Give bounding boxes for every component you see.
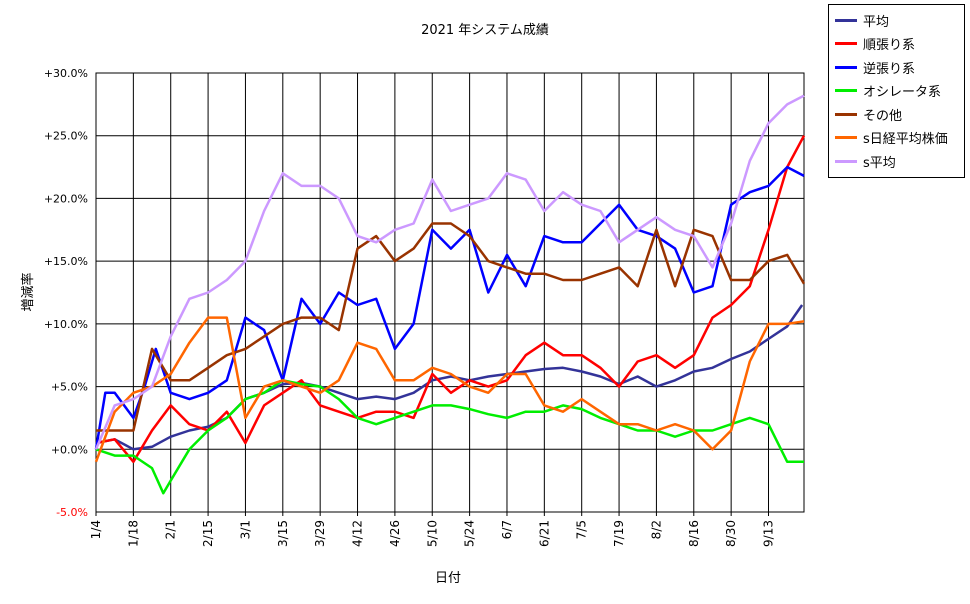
- legend-swatch: [835, 42, 857, 45]
- series-line: [95, 379, 804, 495]
- legend-label: 逆張り系: [863, 61, 916, 77]
- grid: [95, 72, 804, 513]
- plot-area: [95, 72, 805, 513]
- legend-swatch: [835, 112, 857, 116]
- x-tick-label: 1/4: [89, 520, 103, 539]
- chart-title: 2021 年システム成績: [421, 23, 549, 38]
- x-tick-label: 3/1: [238, 520, 252, 539]
- x-tick-label: 3/15: [276, 520, 290, 547]
- series-line: [94, 94, 805, 450]
- x-tick-label: 7/19: [612, 520, 626, 547]
- y-tick-label: +30.0%: [44, 67, 88, 80]
- legend-label: 平均: [863, 14, 890, 30]
- series-line: [96, 222, 806, 432]
- x-axis: 1/4 1/18 2/1 2/15 3/1 3/15 3/29 4/12 4/26 5/10 5/2…: [89, 512, 776, 547]
- y-tick-label: +0.0%: [51, 443, 88, 456]
- x-tick-label: 2/1: [164, 520, 178, 539]
- x-tick-label: 4/26: [388, 520, 402, 547]
- legend-label: 順張り系: [863, 38, 916, 53]
- legend-item: その他: [835, 104, 902, 124]
- legend-swatch: [835, 89, 857, 92]
- x-tick-label: 9/13: [762, 520, 776, 547]
- legend-item: 順張り系: [835, 34, 915, 54]
- y-tick-label: +10.0%: [44, 318, 88, 331]
- x-tick-label: 6/7: [500, 520, 514, 539]
- legend-item: オシレータ系: [835, 81, 941, 101]
- x-tick-label: 2/15: [201, 520, 215, 547]
- y-tick-label: -5.0%: [56, 506, 88, 519]
- series-line: [94, 165, 805, 450]
- series-lines: [94, 94, 806, 495]
- x-tick-label: 4/12: [351, 520, 365, 547]
- x-tick-label: 5/10: [425, 520, 439, 547]
- y-tick-label: +15.0%: [44, 255, 88, 268]
- x-axis-label: 日付: [435, 571, 461, 586]
- legend-swatch: [835, 18, 857, 22]
- legend-swatch: [835, 159, 857, 163]
- legend-item: 平均: [835, 10, 889, 30]
- y-tick-label: +20.0%: [44, 192, 88, 205]
- series-line: [94, 316, 805, 463]
- y-axis-label: 増減率: [20, 272, 36, 311]
- legend-item: s日経平均株価: [835, 128, 948, 148]
- series-line: [95, 135, 806, 464]
- legend-item: 逆張り系: [835, 57, 915, 77]
- legend-item: s平均: [835, 151, 896, 171]
- legend-swatch: [835, 65, 857, 69]
- x-tick-label: 8/2: [649, 520, 663, 539]
- legend-label: s平均: [863, 155, 896, 171]
- x-tick-label: 1/18: [126, 520, 140, 547]
- legend-label: その他: [863, 108, 903, 124]
- legend-label: オシレータ系: [863, 85, 942, 100]
- x-tick-label: 8/30: [724, 520, 738, 547]
- y-tick-label: +5.0%: [51, 381, 88, 394]
- x-tick-label: 7/5: [575, 520, 589, 539]
- legend-swatch: [835, 136, 857, 139]
- x-tick-label: 8/16: [687, 520, 701, 547]
- legend: 平均順張り系逆張り系オシレータ系 その他 s日経平均株価 s平均: [828, 4, 965, 178]
- legend-label: s日経平均株価: [863, 132, 948, 147]
- x-tick-label: 5/24: [463, 520, 477, 547]
- y-axis: -5.0% +0.0% +5.0% +10.0% +15.0% +20.0% +25.0% +…: [44, 67, 88, 519]
- x-tick-label: 3/29: [313, 520, 327, 547]
- x-tick-label: 6/21: [537, 520, 551, 547]
- y-tick-label: +25.0%: [44, 130, 88, 143]
